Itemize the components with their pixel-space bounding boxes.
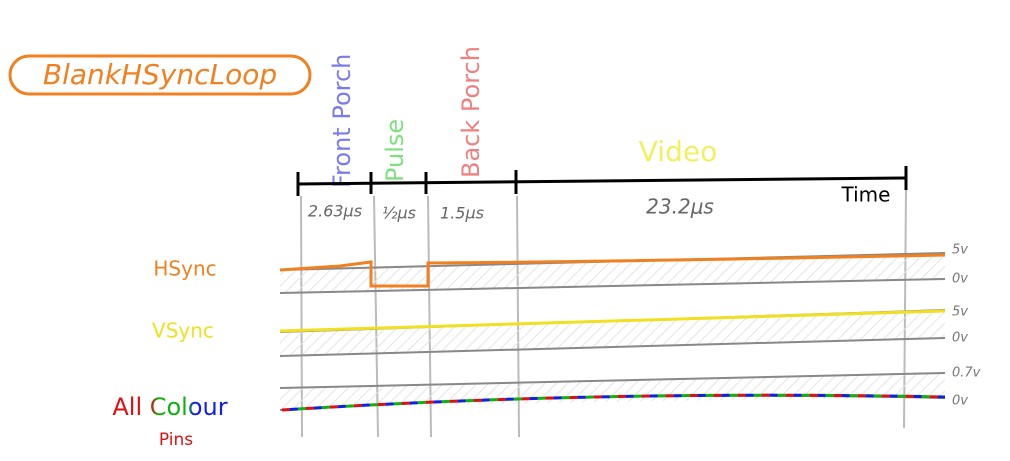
phase-label: Video [639, 135, 717, 168]
voltage-label: 0.7v [952, 366, 981, 381]
signal-subname: Pins [159, 430, 193, 450]
duration: ½μs [382, 204, 416, 223]
signal-name: HSync [153, 257, 216, 281]
phase-label: Front Porch [328, 54, 356, 188]
voltage-label: 5v [952, 243, 968, 258]
phase-label: Pulse [381, 119, 409, 182]
voltage-label: 0v [952, 394, 968, 409]
title-outline [8, 54, 312, 96]
signal-name: All Colour [112, 393, 227, 421]
timeline [297, 176, 907, 186]
duration: 2.63μs [308, 202, 362, 221]
colour-trace-green [281, 393, 946, 412]
voltage-label: 5v [952, 305, 968, 320]
voltage-label: 0v [952, 272, 968, 287]
hatch [280, 254, 945, 293]
duration: 1.5μs [440, 204, 484, 223]
phase-label: Back Porch [457, 46, 485, 178]
colour-trace-blue [281, 393, 946, 412]
title: BlankHSyncLoop [43, 58, 277, 91]
axis-label: Time [841, 183, 891, 207]
timeline-ticks [296, 166, 908, 196]
hatch [280, 310, 945, 356]
hsync-trace [279, 253, 946, 288]
level-line [279, 372, 946, 389]
duration: 23.2μs [646, 195, 714, 219]
level-line [279, 278, 946, 294]
signal-name: VSync [152, 319, 214, 343]
voltage-label: 0v [952, 331, 968, 346]
vsync-trace [279, 309, 946, 333]
level-line [279, 337, 946, 357]
